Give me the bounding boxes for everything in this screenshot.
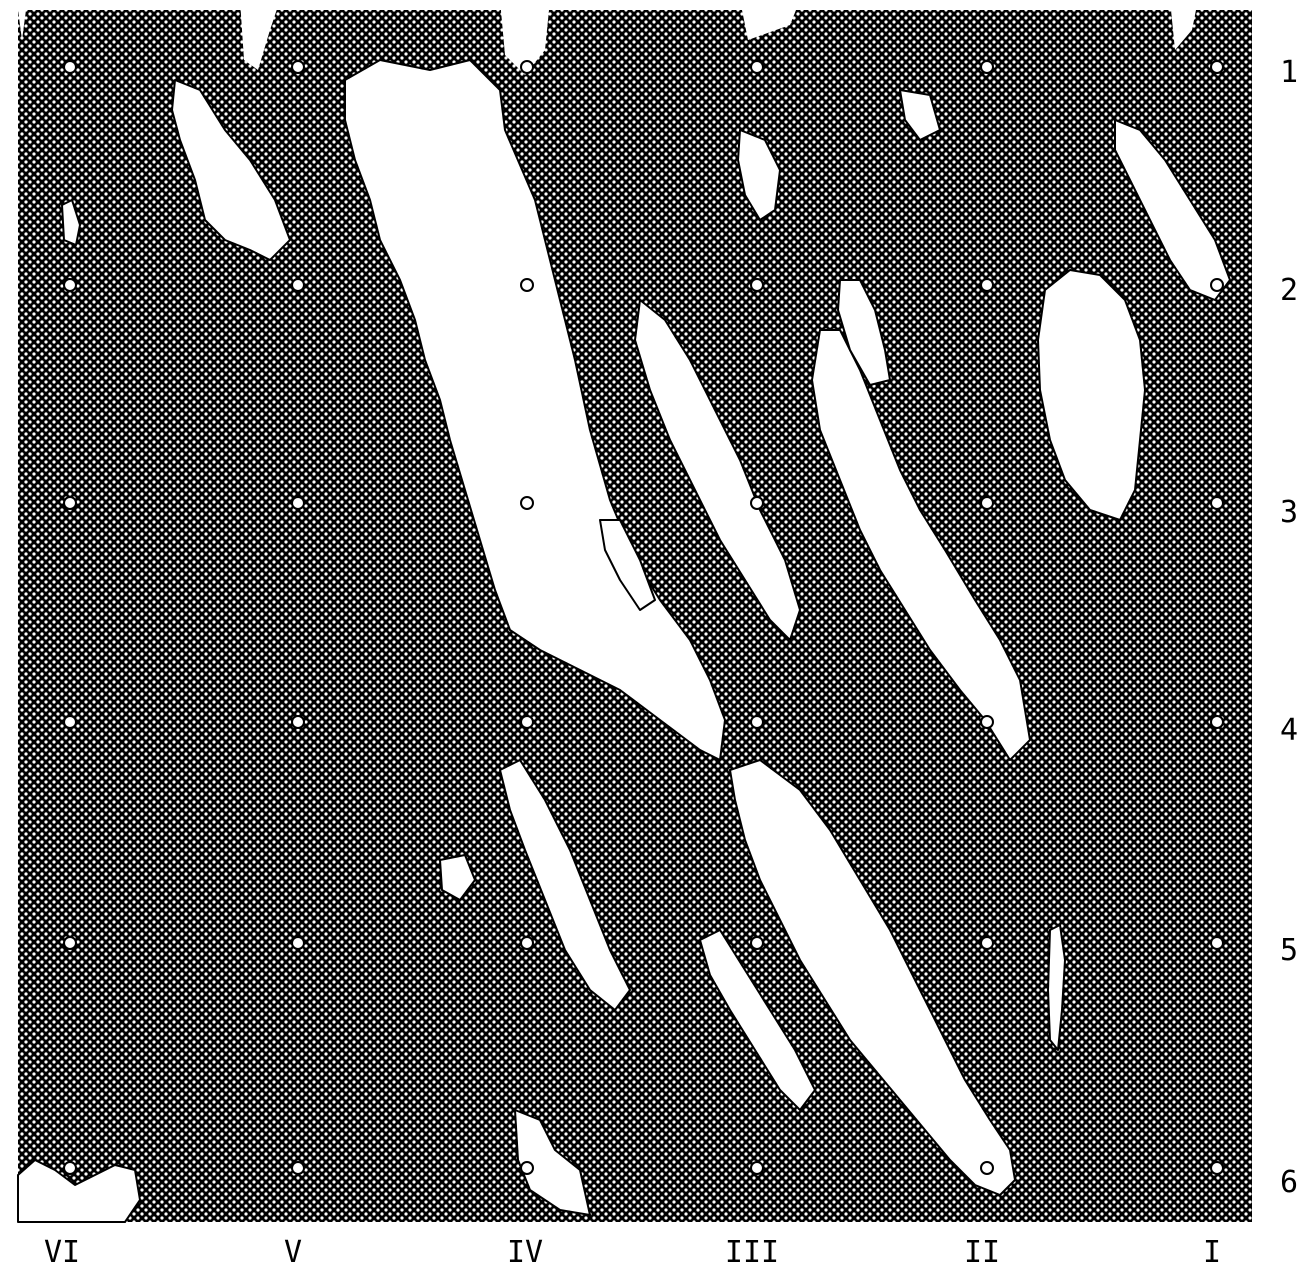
grid-mark-iii-6	[750, 1161, 764, 1175]
grid-mark-ii-3	[980, 496, 994, 510]
grid-mark-i-3	[1210, 496, 1224, 510]
light-region	[837, 279, 891, 386]
grid-mark-i-1	[1210, 60, 1224, 74]
column-label-i: I	[1203, 1235, 1221, 1270]
grid-mark-i-6	[1210, 1161, 1224, 1175]
row-label-1: 1	[1280, 55, 1298, 90]
grid-mark-iii-4	[750, 715, 764, 729]
grid-mark-i-2	[1210, 278, 1224, 292]
light-regions	[17, 59, 1231, 1223]
row-label-4: 4	[1280, 713, 1298, 748]
grid-mark-i-5	[1210, 936, 1224, 950]
grid-mark-v-3	[291, 496, 305, 510]
column-label-vi: VI	[44, 1235, 80, 1270]
row-label-6: 6	[1280, 1165, 1298, 1200]
grid-mark-iii-3	[750, 496, 764, 510]
light-region	[699, 929, 816, 1111]
grid-mark-vi-3	[63, 496, 77, 510]
grid-mark-iv-2	[520, 278, 534, 292]
grid-mark-vi-6	[63, 1161, 77, 1175]
light-region	[499, 759, 631, 1011]
light-region	[634, 299, 801, 641]
column-labels: VI V IV III II I	[44, 1235, 1221, 1270]
grid-mark-i-4	[1210, 715, 1224, 729]
column-label-ii: II	[964, 1235, 1000, 1270]
grid-mark-v-5	[291, 936, 305, 950]
light-region	[17, 1159, 141, 1223]
light-region	[1047, 924, 1066, 1051]
grid-mark-iv-3	[520, 496, 534, 510]
light-region	[439, 854, 476, 901]
grid-mark-v-2	[291, 278, 305, 292]
light-region	[811, 329, 1031, 761]
grid-mark-iii-5	[750, 936, 764, 950]
grid-mark-v-1	[291, 60, 305, 74]
grid-marks	[63, 60, 1224, 1175]
grid-mark-vi-2	[63, 278, 77, 292]
light-region	[1114, 119, 1231, 301]
grid-mark-v-6	[291, 1161, 305, 1175]
light-region	[61, 199, 81, 246]
top-edge-gaps	[18, 0, 1198, 75]
grid-mark-vi-1	[63, 60, 77, 74]
light-region	[599, 519, 656, 611]
row-label-2: 2	[1280, 273, 1298, 308]
grid-mark-v-4	[291, 715, 305, 729]
grid-mark-ii-5	[980, 936, 994, 950]
light-region	[729, 759, 1016, 1196]
grid-mark-ii-4	[980, 715, 994, 729]
grid-mark-ii-1	[980, 60, 994, 74]
grid-mark-vi-5	[63, 936, 77, 950]
grid-mark-iii-2	[750, 278, 764, 292]
light-region	[171, 79, 291, 261]
grid-mark-ii-2	[980, 278, 994, 292]
light-region	[1037, 269, 1146, 521]
grid-mark-vi-4	[63, 715, 77, 729]
column-label-iv: IV	[507, 1235, 543, 1270]
grid-mark-iv-4	[520, 715, 534, 729]
column-label-v: V	[284, 1235, 302, 1270]
row-labels: 1 2 3 4 5 6	[1280, 55, 1298, 1200]
grid-mark-iv-6	[520, 1161, 534, 1175]
row-label-3: 3	[1280, 495, 1298, 530]
grid-mark-ii-6	[980, 1161, 994, 1175]
grid-mark-iii-1	[750, 60, 764, 74]
light-region	[737, 129, 781, 221]
grid-mark-iv-1	[520, 60, 534, 74]
grid-mark-iv-5	[520, 936, 534, 950]
column-label-iii: III	[725, 1235, 779, 1270]
light-region	[899, 89, 941, 141]
row-label-5: 5	[1280, 933, 1298, 968]
